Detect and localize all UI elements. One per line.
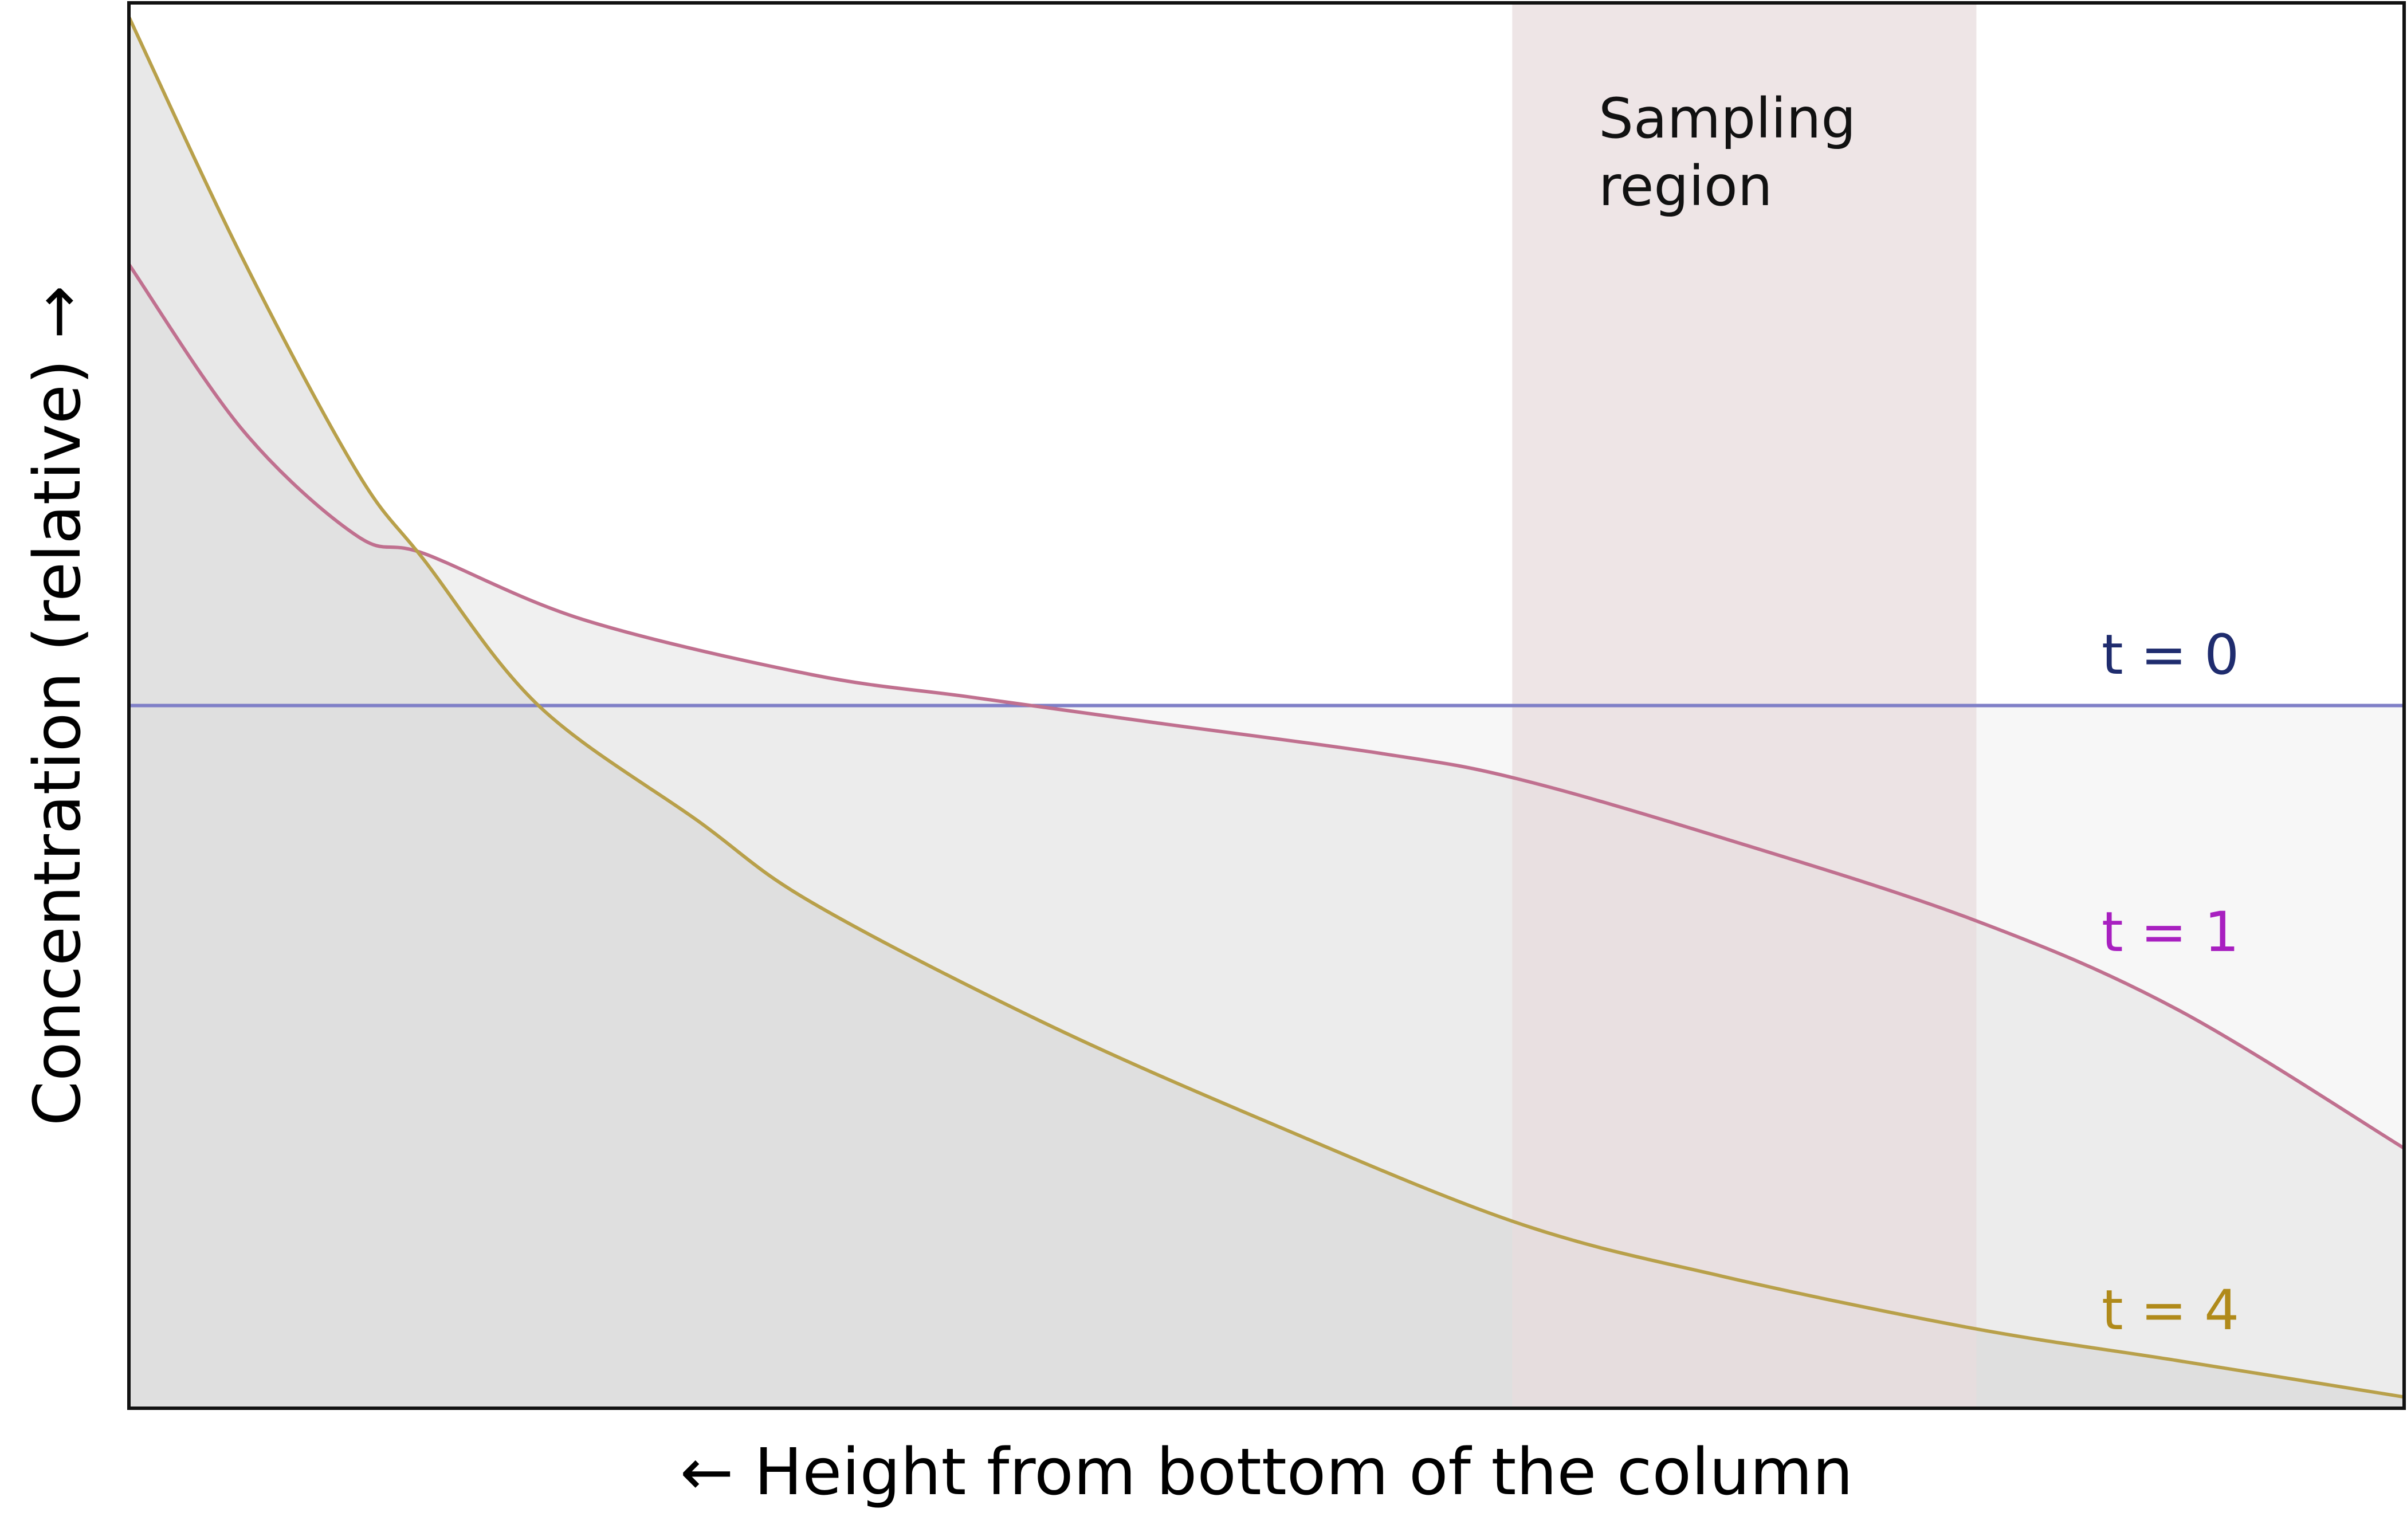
plot-frame (127, 1, 2406, 1410)
y-axis-label: Concentration (relative) → (21, 285, 95, 1126)
series-label-t-4: t = 4 (2102, 1278, 2239, 1342)
series-lines (127, 16, 2405, 1399)
series-label-t-1: t = 1 (2102, 900, 2239, 964)
series-area-t-4 (129, 17, 2404, 1408)
sampling-region-label-line2: region (1599, 154, 1773, 218)
series-label-t-0: t = 0 (2102, 623, 2239, 687)
series-fills (129, 17, 2404, 1408)
series-line-t-1 (127, 263, 2405, 1150)
x-axis-label: ← Height from bottom of the column (680, 1435, 1853, 1510)
sampling-region-label-line1: Sampling (1599, 87, 1856, 151)
series-labels: t = 0 t = 1 t = 4 (2102, 623, 2239, 1342)
series-line-t-4 (127, 16, 2405, 1399)
